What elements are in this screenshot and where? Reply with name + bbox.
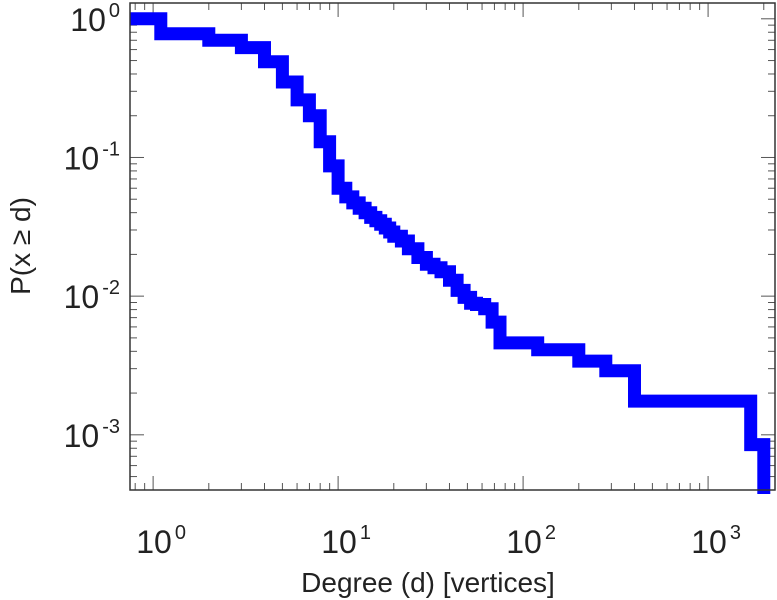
y-tick-label-exponent: -3	[102, 416, 120, 438]
x-tick-label-base: 10	[506, 524, 542, 560]
x-tick-label: 10 1	[321, 522, 371, 560]
y-tick-label-base: 10	[64, 140, 100, 176]
ccdf-series-line	[130, 12, 771, 494]
y-tick-label-exponent: 0	[109, 0, 120, 22]
x-axis-label: Degree (d) [vertices]	[301, 567, 555, 598]
x-tick-label-exponent: 3	[730, 522, 741, 544]
y-tick-label-exponent: -1	[102, 138, 120, 160]
y-tick-label-base: 10	[64, 418, 100, 454]
x-tick-label-base: 10	[321, 524, 357, 560]
y-tick-label-base: 10	[70, 2, 106, 38]
x-tick-label: 10 0	[136, 522, 186, 560]
y-axis-label: P(x ≥ d)	[5, 197, 36, 295]
x-tick-label: 10 3	[691, 522, 741, 560]
x-tick-label-base: 10	[136, 524, 172, 560]
x-tick-label-base: 10	[691, 524, 727, 560]
x-tick-label: 10 2	[506, 522, 556, 560]
y-tick-label-exponent: -2	[102, 277, 120, 299]
tick-labels: 10 0 10 1 10 2 10 310 010 -110 -210 -3	[64, 0, 741, 560]
x-tick-label-exponent: 2	[545, 522, 556, 544]
axis-ticks	[130, 3, 775, 491]
y-tick-label: 10 -2	[64, 277, 120, 315]
x-tick-label-exponent: 1	[360, 522, 371, 544]
y-tick-label: 10 0	[70, 0, 120, 38]
y-tick-label: 10 -3	[64, 416, 120, 454]
y-tick-label: 10 -1	[64, 138, 120, 176]
x-tick-label-exponent: 0	[175, 522, 186, 544]
plot-frame	[129, 2, 776, 491]
y-tick-label-base: 10	[64, 279, 100, 315]
